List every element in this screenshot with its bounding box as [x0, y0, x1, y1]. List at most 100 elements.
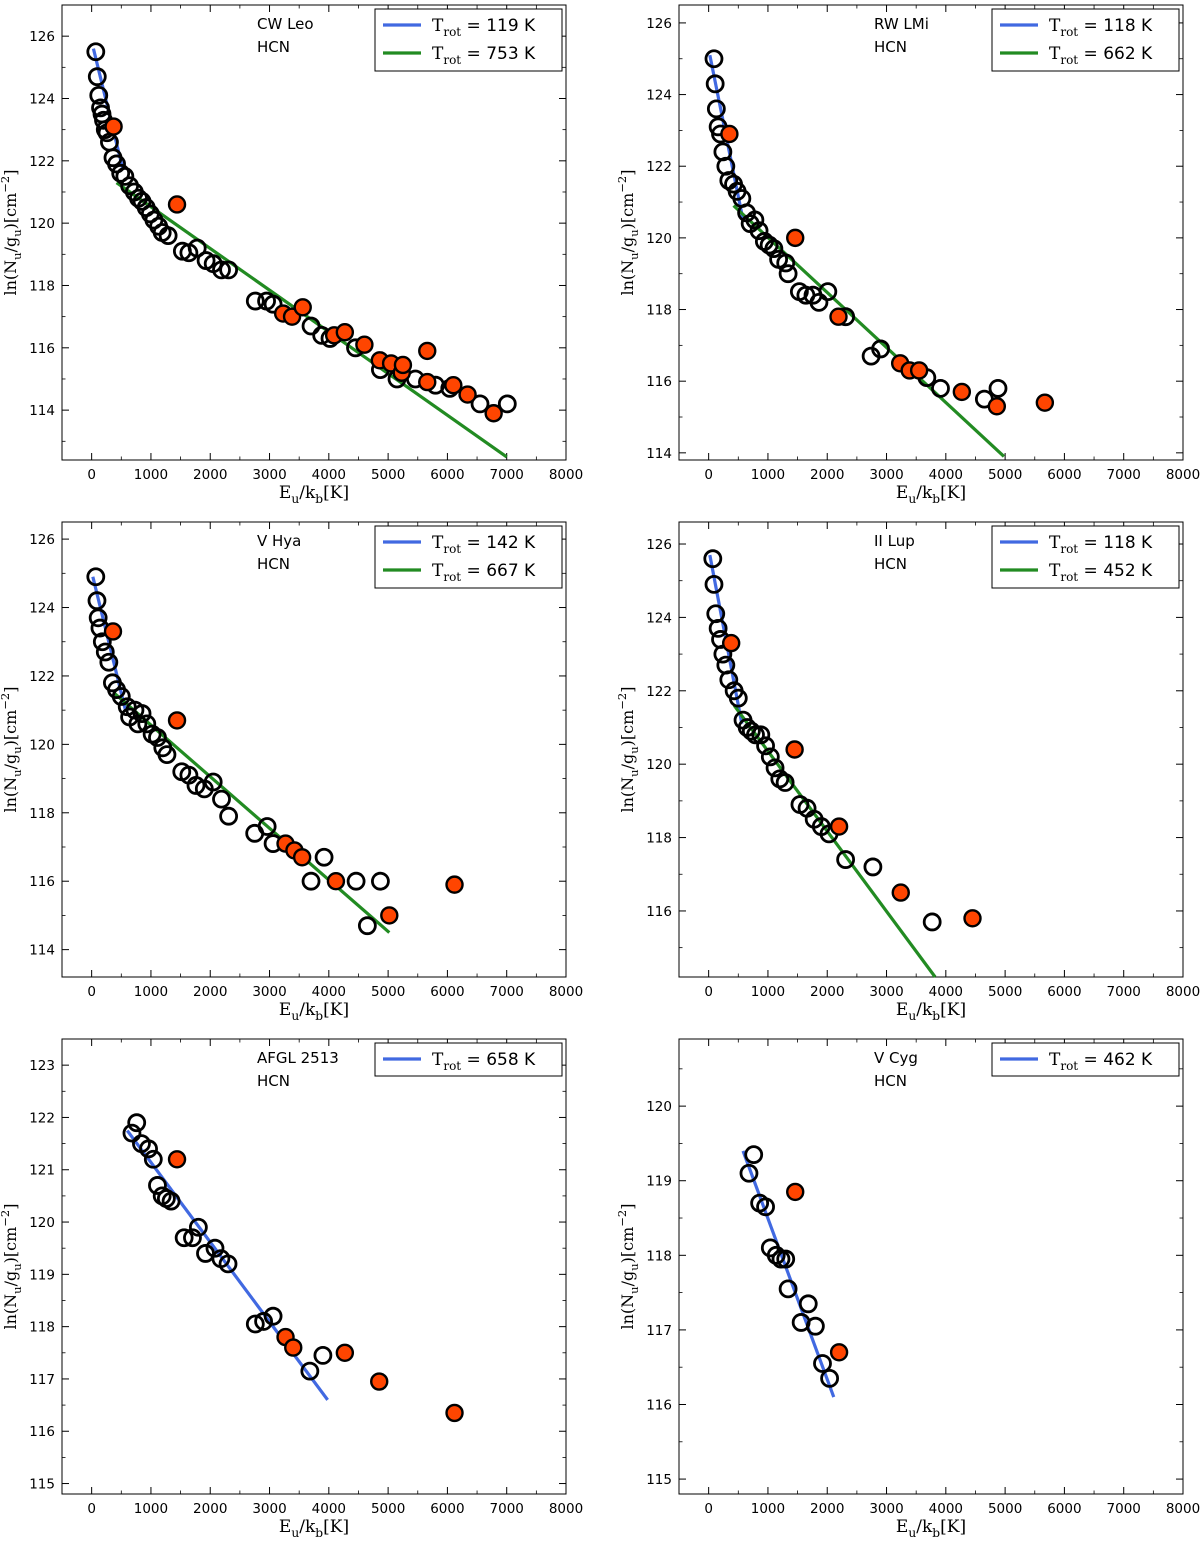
- filled-marker: [720, 124, 739, 144]
- open-marker: [263, 294, 283, 314]
- markers: [86, 567, 464, 936]
- source-label: II Lup: [874, 532, 915, 550]
- filled-marker: [829, 307, 848, 326]
- open-marker: [863, 857, 883, 877]
- filled-marker: [721, 633, 741, 653]
- open-marker: [470, 394, 490, 414]
- open-marker: [86, 567, 106, 587]
- source-label: AFGL 2513: [257, 1049, 339, 1067]
- markers: [739, 1145, 849, 1388]
- x-tick-label: 7000: [490, 1501, 524, 1517]
- x-axis-label: Eu/kb[K]: [279, 1517, 349, 1539]
- x-tick-label: 2000: [810, 467, 844, 483]
- x-tick-label: 1000: [134, 1501, 168, 1517]
- filled-marker: [335, 323, 355, 342]
- x-tick-label: 1000: [134, 984, 168, 1000]
- y-tick-label: 118: [646, 303, 672, 319]
- open-marker: [756, 736, 775, 756]
- x-tick-label: 0: [704, 467, 713, 483]
- filled-marker: [380, 906, 399, 925]
- x-tick-label: 8000: [549, 467, 583, 483]
- species-label: HCN: [257, 555, 290, 573]
- open-marker: [257, 817, 277, 836]
- x-tick-label: 8000: [1166, 1501, 1200, 1517]
- filled-marker: [952, 382, 972, 402]
- x-tick-label: 5000: [371, 984, 405, 1000]
- markers: [703, 549, 982, 932]
- filled-marker: [786, 1182, 805, 1202]
- source-label: RW LMi: [874, 15, 929, 33]
- open-marker: [183, 1228, 202, 1248]
- open-marker: [704, 574, 724, 594]
- x-tick-label: 8000: [549, 984, 583, 1000]
- legend-entry: Trot = 142 K: [432, 533, 536, 556]
- species-label: HCN: [874, 1072, 907, 1090]
- fit-line-green: [115, 181, 508, 459]
- source-label: V Hya: [257, 532, 301, 550]
- filled-marker: [829, 817, 849, 836]
- y-tick-label: 116: [29, 1424, 55, 1440]
- x-tick-label: 2000: [810, 984, 844, 1000]
- y-tick-label: 126: [29, 532, 55, 548]
- open-marker: [749, 221, 769, 241]
- source-label: V Cyg: [874, 1049, 918, 1067]
- y-tick-label: 122: [29, 1110, 55, 1126]
- y-tick-label: 117: [29, 1372, 55, 1388]
- open-marker: [187, 238, 207, 258]
- y-axis-label: ln(Nu/gu)[cm−2]: [615, 687, 641, 813]
- open-marker: [776, 1249, 796, 1269]
- open-marker: [745, 210, 765, 230]
- filled-marker: [104, 117, 123, 136]
- open-marker: [212, 260, 231, 280]
- open-marker: [313, 1346, 333, 1365]
- y-tick-label: 115: [29, 1477, 55, 1493]
- x-tick-label: 1000: [751, 467, 785, 483]
- open-marker: [219, 806, 239, 826]
- filled-marker: [785, 740, 804, 759]
- y-tick-label: 116: [29, 341, 55, 357]
- legend-entry: Trot = 452 K: [1049, 561, 1153, 584]
- open-marker: [776, 253, 796, 273]
- panel-v-cyg: 0 1000 2000 3000 4000 5000 6000 7000 8000 115 116 1…: [615, 1038, 1200, 1540]
- filled-marker: [1035, 393, 1055, 412]
- x-tick-label: 0: [87, 984, 96, 1000]
- x-tick-label: 3000: [869, 467, 903, 483]
- y-tick-label: 114: [646, 446, 672, 462]
- open-marker: [746, 725, 765, 745]
- panel-cw-leo: 0 1000 2000 3000 4000 5000 6000 7000 8000 114 116 1…: [0, 4, 583, 506]
- y-tick-label: 120: [646, 231, 672, 247]
- plot-frame: [61, 521, 567, 978]
- x-tick-label: 4000: [929, 467, 963, 483]
- x-tick-label: 6000: [430, 1501, 464, 1517]
- y-axis-label: ln(Nu/gu)[cm−2]: [0, 687, 24, 813]
- open-marker: [704, 49, 724, 69]
- open-marker: [174, 1228, 194, 1248]
- y-tick-label: 116: [646, 1397, 672, 1413]
- open-marker: [161, 1191, 181, 1211]
- open-marker: [778, 1279, 798, 1299]
- x-tick-label: 2000: [193, 467, 227, 483]
- x-tick-label: 7000: [1107, 467, 1141, 483]
- x-tick-label: 5000: [371, 467, 405, 483]
- filled-marker: [167, 1150, 187, 1169]
- y-tick-label: 126: [29, 29, 55, 45]
- y-tick-label: 124: [646, 88, 672, 104]
- legend-entry: Trot = 119 K: [432, 16, 536, 39]
- y-tick-label: 126: [646, 16, 672, 32]
- open-marker: [148, 1176, 167, 1195]
- filled-marker: [418, 372, 437, 392]
- open-marker: [186, 776, 206, 795]
- open-marker: [922, 912, 942, 932]
- open-marker: [300, 1361, 320, 1381]
- open-marker: [765, 758, 785, 778]
- filled-marker: [891, 883, 910, 902]
- open-marker: [871, 339, 890, 359]
- markers: [704, 49, 1055, 416]
- x-tick-label: 8000: [549, 1501, 583, 1517]
- open-marker: [703, 549, 723, 569]
- legend-entry: Trot = 662 K: [1049, 44, 1153, 67]
- y-tick-label: 115: [646, 1472, 672, 1488]
- x-tick-label: 7000: [1107, 984, 1141, 1000]
- open-marker: [263, 1306, 283, 1326]
- open-marker: [931, 378, 950, 398]
